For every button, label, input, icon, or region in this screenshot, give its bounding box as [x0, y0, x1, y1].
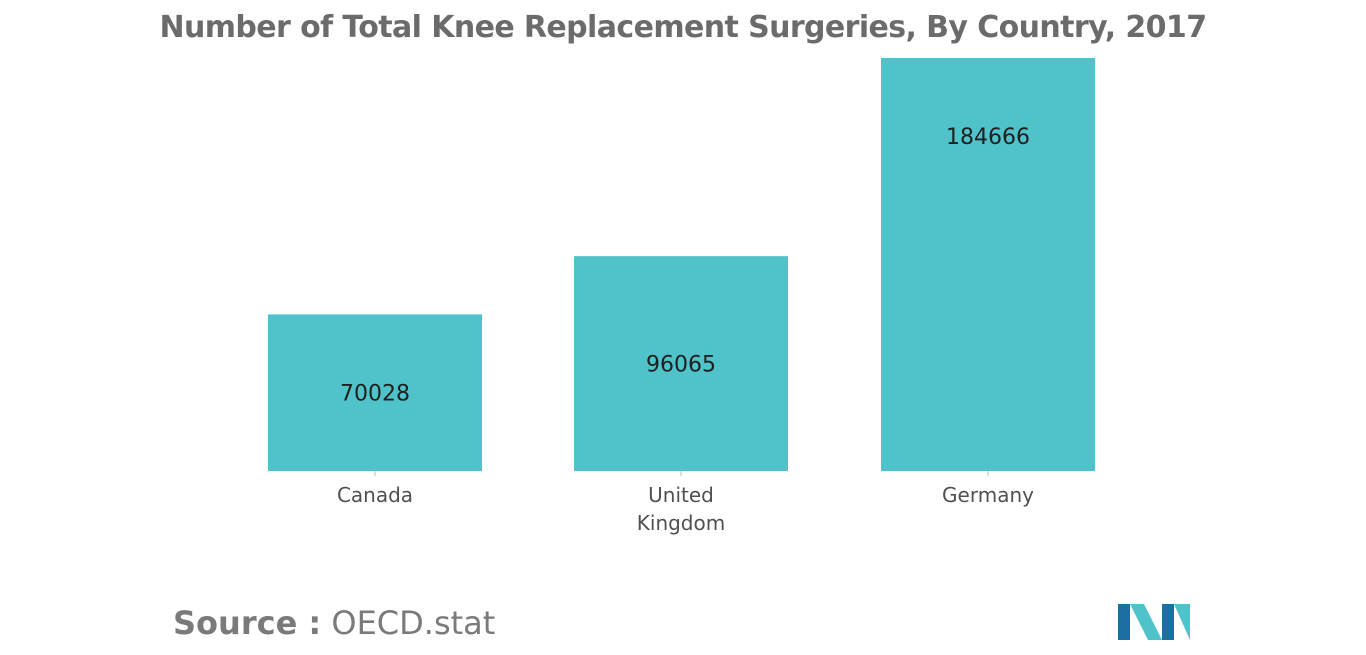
- data-label: 184666: [946, 125, 1030, 150]
- x-tick-label: Germany: [942, 483, 1034, 507]
- source-label: Source :: [173, 604, 322, 642]
- x-tick-label: United Kingdom: [637, 483, 725, 535]
- logo-middle-stroke: [1162, 604, 1174, 640]
- x-tick-label-line: Germany: [942, 483, 1034, 507]
- x-tick-label-line: Canada: [337, 483, 413, 507]
- data-label: 96065: [646, 353, 716, 378]
- source-text: OECD.stat: [331, 604, 496, 642]
- logo-left-stroke: [1118, 604, 1130, 640]
- logo-left-diagonal: [1130, 604, 1162, 640]
- bar-canada: [268, 314, 482, 471]
- x-tick-label: Canada: [337, 483, 413, 507]
- logo-right-diagonal: [1174, 604, 1190, 640]
- bar-chart: 70028 96065 184666 Canada United Kingdom Germ…: [268, 58, 1095, 535]
- source-note: Source : OECD.stat: [173, 604, 495, 642]
- brand-logo-icon: [1118, 604, 1190, 640]
- data-labels-layer: 70028 96065 184666: [340, 125, 1030, 407]
- x-tick-label-line: United: [648, 483, 714, 507]
- bars-layer: [268, 58, 1095, 471]
- bar-united-kingdom: [574, 256, 788, 471]
- data-label: 70028: [340, 382, 410, 407]
- x-axis-ticks: [374, 471, 989, 476]
- chart-title: Number of Total Knee Replacement Surgeri…: [159, 10, 1208, 45]
- x-tick-label-line: Kingdom: [637, 511, 725, 535]
- bar-germany: [881, 58, 1095, 471]
- x-axis-tick-labels: Canada United Kingdom Germany: [337, 483, 1034, 535]
